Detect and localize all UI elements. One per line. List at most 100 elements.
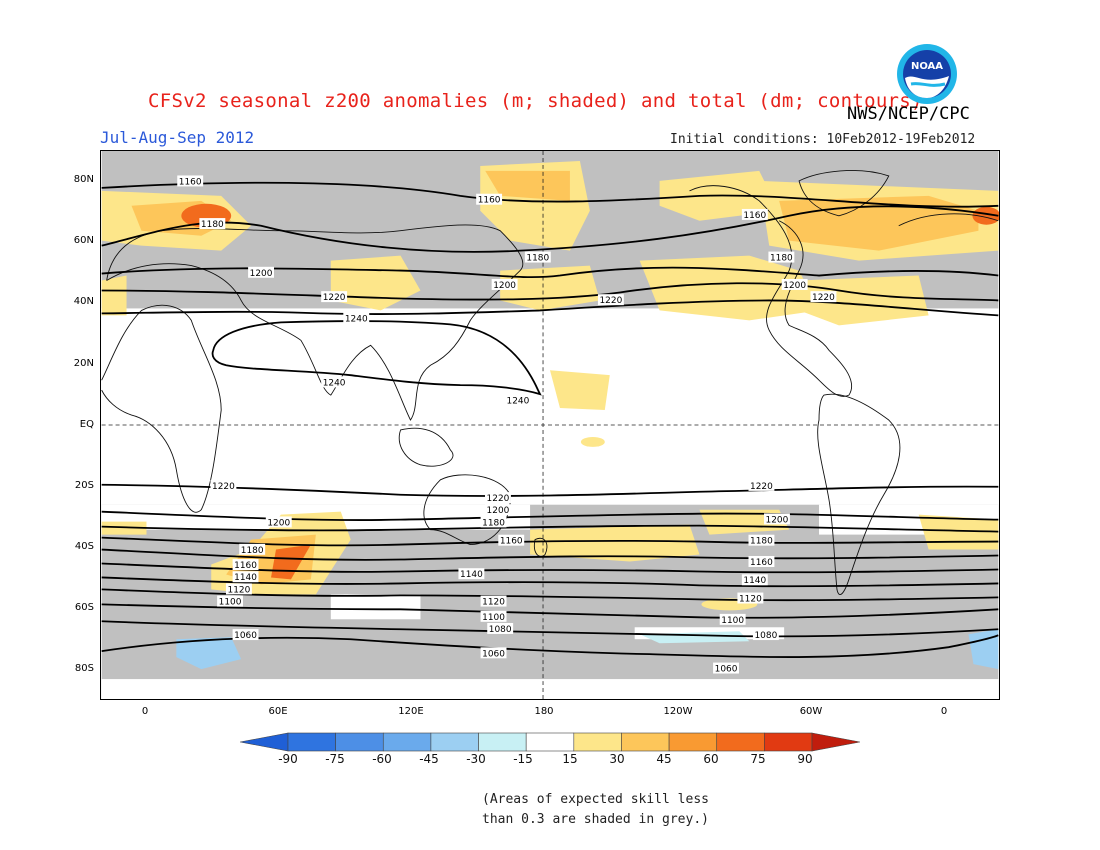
contour-label-text: 1220 <box>599 296 622 306</box>
skill-note-line-1: (Areas of expected skill less <box>482 792 709 807</box>
colorbar-label: 30 <box>609 752 625 766</box>
coastlines <box>101 170 999 596</box>
contour-label: 1200 <box>763 513 790 525</box>
colorbar-segment <box>621 732 670 752</box>
colorbar-segment <box>430 732 479 752</box>
contour-label: 1180 <box>480 516 507 528</box>
colorbar-segment <box>811 732 860 752</box>
colorbar-label: 90 <box>797 752 813 766</box>
contour-label: 1120 <box>225 583 252 595</box>
contour-label: 1080 <box>752 629 779 641</box>
colorbar-label: -30 <box>466 752 486 766</box>
lat-label: 60S <box>74 602 94 613</box>
contour-label-text: 1220 <box>750 482 773 492</box>
forecast-period: Jul-Aug-Sep 2012 <box>100 128 255 147</box>
contour-label: 1140 <box>741 574 768 586</box>
height-contours <box>101 181 999 658</box>
colorbar-label: 45 <box>656 752 672 766</box>
lat-label: 80S <box>74 663 94 674</box>
contour-label: 1180 <box>239 543 266 556</box>
contour-label-text: 1240 <box>345 314 368 324</box>
contour-label: 1200 <box>265 516 292 528</box>
contour-label: 1100 <box>719 613 746 626</box>
lat-label: 80N <box>73 174 94 185</box>
contour-label-text: 1240 <box>506 397 529 407</box>
colorbar-segment <box>287 732 336 752</box>
colorbar-segment <box>525 732 575 752</box>
chart-title: CFSv2 seasonal z200 anomalies (m; shaded… <box>148 90 923 112</box>
lat-label: 20S <box>74 480 94 491</box>
contour-label-text: 1180 <box>201 220 224 230</box>
contour-label: 1240 <box>321 376 348 388</box>
contour-label-text: 1200 <box>250 269 273 279</box>
contour-label-text: 1240 <box>323 378 346 388</box>
colorbar-segment <box>668 732 718 752</box>
lon-label: 0 <box>940 706 948 717</box>
negative-anomalies <box>176 629 999 670</box>
initial-conditions: Initial conditions: 10Feb2012-19Feb2012 <box>670 132 976 147</box>
contour-label: 1100 <box>480 610 507 623</box>
colorbar-label: 75 <box>750 752 766 766</box>
lat-label: 20N <box>73 358 94 369</box>
colorbar-label: -45 <box>419 752 439 766</box>
organization-label: NWS/NCEP/CPC <box>847 104 970 124</box>
contour-label: 1180 <box>524 251 551 264</box>
contour-label: 1220 <box>597 294 624 306</box>
contour-label: 1220 <box>748 479 775 492</box>
contour-label-text: 1200 <box>267 518 290 528</box>
contour-label-text: 1080 <box>489 625 512 635</box>
contour-label: 1240 <box>343 312 370 324</box>
contour-label: 1120 <box>480 595 507 608</box>
lat-label: 40N <box>73 296 94 307</box>
contour-label-text: 1100 <box>482 613 505 623</box>
contour-label-text: 1180 <box>526 254 549 264</box>
colorbar-segment <box>382 732 432 752</box>
contour-label-text: 1220 <box>323 293 346 303</box>
contour-label-text: 1220 <box>487 494 510 504</box>
contour-label-text: 1220 <box>212 482 235 492</box>
contour-label: 1180 <box>748 534 775 547</box>
lon-label: 0 <box>141 706 149 717</box>
contour-label-text: 1120 <box>739 595 762 605</box>
colorbar-segment <box>764 732 813 752</box>
contour-label-text: 1180 <box>750 537 773 547</box>
contour-label-text: 1180 <box>770 254 793 264</box>
contour-label: 1160 <box>177 175 204 187</box>
contour-label: 1200 <box>781 278 808 291</box>
contour-label: 1160 <box>498 534 525 547</box>
contour-label: 1100 <box>217 595 244 608</box>
contour-label: 1120 <box>737 592 764 605</box>
colorbar-label: -90 <box>278 752 298 766</box>
contour-label: 1060 <box>232 629 259 641</box>
contour-label-text: 1100 <box>721 616 744 626</box>
contour-label-text: 1140 <box>460 570 483 580</box>
colorbar-label: -75 <box>325 752 345 766</box>
contour-label-text: 1100 <box>219 598 242 608</box>
contour-label: 1200 <box>248 266 275 279</box>
colorbar <box>240 732 860 752</box>
colorbar-segment <box>478 732 527 752</box>
colorbar-label: 15 <box>562 752 578 766</box>
contour-label-text: 1080 <box>754 631 777 641</box>
colorbar-segment <box>240 732 289 752</box>
contour-label: 1220 <box>210 479 237 492</box>
contour-label-text: 1160 <box>179 177 202 187</box>
map-panel: 1160 1160 1160 1180 1180 1180 1200 1200 1200 1220… <box>100 150 1000 700</box>
lat-label: 60N <box>73 235 94 246</box>
contour-label: 1180 <box>199 218 226 230</box>
contour-label: 1160 <box>748 556 775 568</box>
contour-label: 1140 <box>458 568 485 580</box>
contour-label-text: 1200 <box>783 281 806 291</box>
lat-label: EQ <box>79 419 94 430</box>
contour-label-text: 1180 <box>482 518 505 528</box>
contour-label: 1060 <box>480 647 507 659</box>
contour-label-text: 1060 <box>482 649 505 659</box>
contour-label: 1200 <box>485 504 511 516</box>
lon-label: 120W <box>663 706 693 717</box>
lon-label: 180 <box>534 706 554 717</box>
contour-label: 1180 <box>768 251 795 264</box>
colorbar-segment <box>335 732 384 752</box>
contour-labels: 1160 1160 1160 1180 1180 1180 1200 1200 1200 1220… <box>177 175 837 675</box>
lon-label: 60W <box>799 706 823 717</box>
skill-note-line-2: than 0.3 are shaded in grey.) <box>482 812 709 827</box>
